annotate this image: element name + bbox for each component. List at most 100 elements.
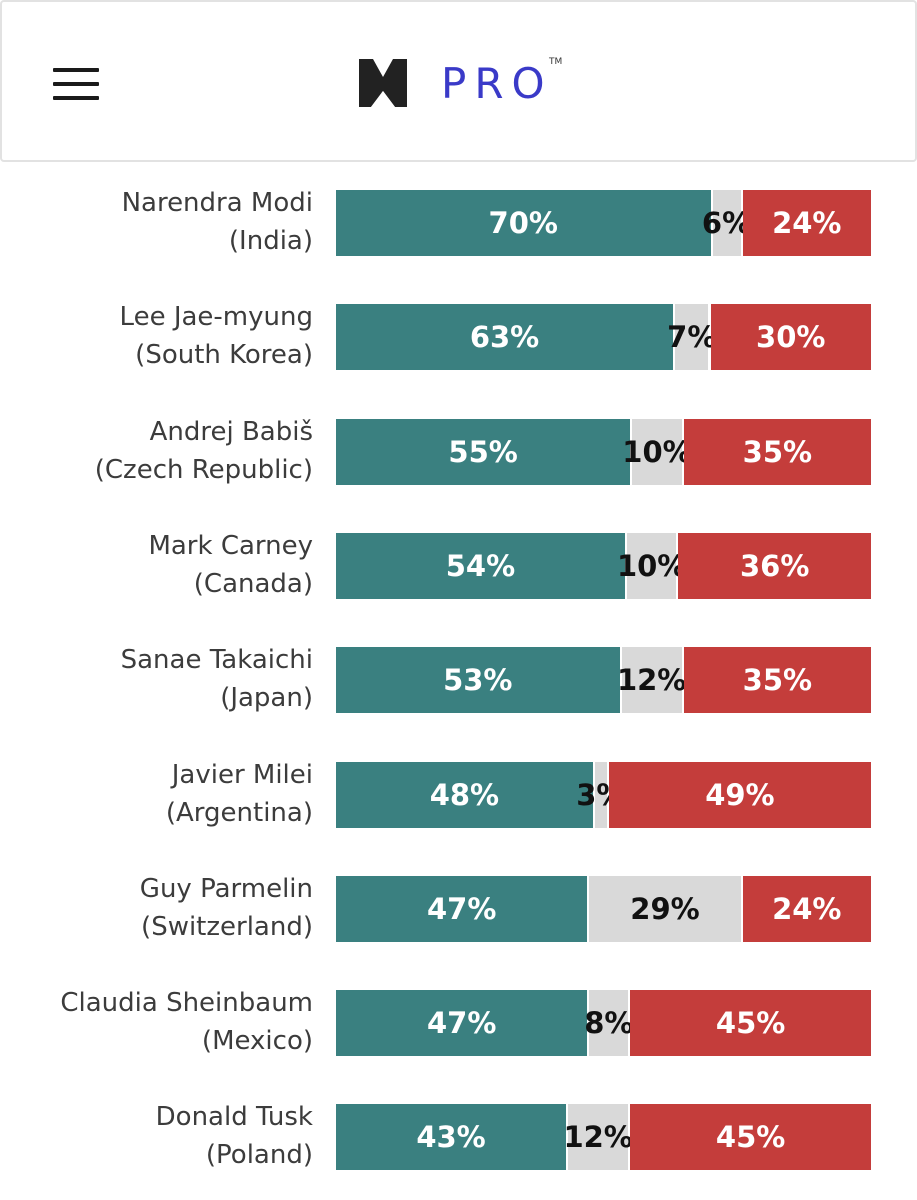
disapprove-value-label: 45% <box>715 1120 786 1154</box>
approve-value-label: 70% <box>488 206 558 240</box>
leader-country: (India) <box>228 226 313 256</box>
leader-country: (South Korea) <box>135 340 313 370</box>
stacked-bar: 48% 3% 49% <box>336 762 871 828</box>
leader-name: Donald Tusk <box>155 1102 313 1132</box>
leader-name: Claudia Sheinbaum <box>60 988 313 1018</box>
row-label: Claudia Sheinbaum (Mexico) <box>13 984 313 1060</box>
leader-country: (Mexico) <box>201 1026 313 1056</box>
approve-value-label: 47% <box>427 892 497 926</box>
leader-country: (Poland) <box>205 1140 313 1170</box>
chart-row: Javier Milei (Argentina) 48% 3% 49% <box>0 760 917 832</box>
neutral-value-label: 10% <box>622 435 692 469</box>
approve-segment: 48% <box>336 762 593 828</box>
neutral-value-label: 29% <box>630 892 700 926</box>
approve-segment: 63% <box>336 304 674 370</box>
disapprove-segment: 24% <box>742 876 871 942</box>
stacked-bar: 63% 7% 30% <box>336 304 871 370</box>
stacked-bar: 43% 12% 45% <box>336 1104 871 1170</box>
disapprove-value-label: 35% <box>742 435 813 469</box>
neutral-segment: 3% <box>576 762 625 828</box>
approve-value-label: 48% <box>429 778 500 812</box>
stacked-bar: 55% 10% 35% <box>336 419 871 485</box>
neutral-segment: 8% <box>584 990 634 1056</box>
disapprove-segment: 24% <box>742 190 871 256</box>
app-header: PRO TM <box>0 0 917 162</box>
disapprove-segment: 45% <box>630 1104 871 1170</box>
approve-segment: 47% <box>336 990 588 1056</box>
brand-logo[interactable]: PRO TM <box>357 57 562 111</box>
neutral-value-label: 8% <box>584 1006 634 1040</box>
approve-segment: 70% <box>336 190 711 256</box>
disapprove-value-label: 24% <box>772 206 842 240</box>
row-label: Donald Tusk (Poland) <box>13 1098 313 1174</box>
row-label: Andrej Babiš (Czech Republic) <box>13 413 313 489</box>
leader-name: Mark Carney <box>148 531 313 561</box>
leader-name: Lee Jae-myung <box>119 302 313 332</box>
row-label: Javier Milei (Argentina) <box>13 756 313 832</box>
approve-segment: 54% <box>336 533 625 599</box>
disapprove-value-label: 49% <box>705 778 775 812</box>
trademark-text: TM <box>549 57 563 67</box>
chart-row: Claudia Sheinbaum (Mexico) 47% 8% 45% <box>0 988 917 1060</box>
neutral-segment: 12% <box>563 1104 633 1170</box>
disapprove-segment: 30% <box>710 304 871 370</box>
neutral-segment: 12% <box>616 647 687 713</box>
approve-value-label: 54% <box>445 549 516 583</box>
leader-country: (Japan) <box>220 683 313 713</box>
row-label: Guy Parmelin (Switzerland) <box>13 870 313 946</box>
approve-segment: 55% <box>336 419 631 485</box>
disapprove-segment: 35% <box>683 419 871 485</box>
chart-row: Donald Tusk (Poland) 43% 12% 45% <box>0 1102 917 1174</box>
chart-row: Lee Jae-myung (South Korea) 63% 7% 30% <box>0 302 917 374</box>
neutral-segment: 29% <box>587 876 743 942</box>
logo-pro-text: PRO <box>441 59 553 108</box>
stacked-bar: 47% 8% 45% <box>336 990 871 1056</box>
chart-row: Guy Parmelin (Switzerland) 47% 29% 24% <box>0 874 917 946</box>
approve-segment: 43% <box>336 1104 567 1170</box>
disapprove-segment: 45% <box>630 990 871 1056</box>
leader-name: Sanae Takaichi <box>120 645 313 675</box>
leader-name: Narendra Modi <box>121 188 313 218</box>
stacked-bar: 47% 29% 24% <box>336 876 871 942</box>
neutral-segment: 7% <box>667 304 716 370</box>
approve-segment: 53% <box>336 647 620 713</box>
row-label: Sanae Takaichi (Japan) <box>13 641 313 717</box>
neutral-value-label: 12% <box>563 1120 633 1154</box>
chart-row: Narendra Modi (India) 70% 6% 24% <box>0 188 917 260</box>
neutral-value-label: 7% <box>667 320 717 354</box>
row-label: Narendra Modi (India) <box>13 184 313 260</box>
disapprove-value-label: 35% <box>742 663 813 697</box>
disapprove-value-label: 24% <box>772 892 842 926</box>
leader-name: Andrej Babiš <box>149 417 313 447</box>
neutral-segment: 10% <box>617 533 686 599</box>
leader-country: (Czech Republic) <box>94 455 313 485</box>
disapprove-value-label: 45% <box>715 1006 786 1040</box>
neutral-value-label: 12% <box>616 663 687 697</box>
leader-name: Javier Milei <box>171 760 313 790</box>
neutral-value-label: 10% <box>616 549 687 583</box>
approve-value-label: 63% <box>469 320 540 354</box>
hamburger-menu-icon[interactable] <box>53 68 99 102</box>
approve-value-label: 47% <box>427 1006 497 1040</box>
leader-country: (Switzerland) <box>141 912 313 942</box>
disapprove-value-label: 36% <box>739 549 810 583</box>
approve-value-label: 53% <box>443 663 513 697</box>
stacked-bar: 54% 10% 36% <box>336 533 871 599</box>
disapprove-segment: 35% <box>683 647 871 713</box>
leader-country: (Canada) <box>193 569 313 599</box>
chart-row: Sanae Takaichi (Japan) 53% 12% 35% <box>0 645 917 717</box>
disapprove-segment: 49% <box>608 762 871 828</box>
disapprove-segment: 36% <box>678 533 871 599</box>
neutral-segment: 6% <box>702 190 751 256</box>
leader-name: Guy Parmelin <box>139 874 313 904</box>
approve-value-label: 55% <box>448 435 518 469</box>
row-label: Lee Jae-myung (South Korea) <box>13 298 313 374</box>
chart-row: Mark Carney (Canada) 54% 10% 36% <box>0 531 917 603</box>
approve-segment: 47% <box>336 876 588 942</box>
stacked-bar: 70% 6% 24% <box>336 190 871 256</box>
leader-country: (Argentina) <box>165 798 313 828</box>
row-label: Mark Carney (Canada) <box>13 527 313 603</box>
chart-row: Andrej Babiš (Czech Republic) 55% 10% 35% <box>0 417 917 489</box>
neutral-segment: 10% <box>622 419 692 485</box>
m-logo-icon <box>359 59 407 107</box>
